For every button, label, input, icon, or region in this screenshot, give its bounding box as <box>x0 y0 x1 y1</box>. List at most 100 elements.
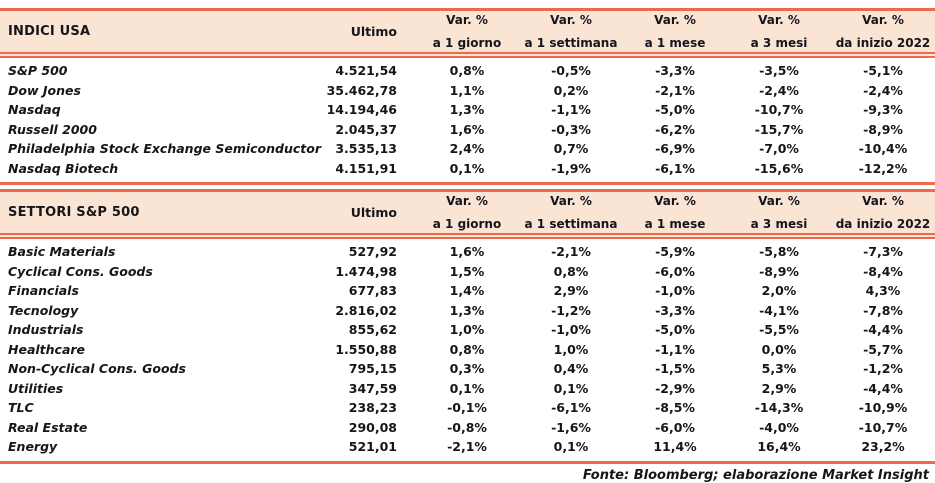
var-pct-value: -2,4% <box>759 82 799 98</box>
var-pct-value: -0,3% <box>551 121 591 137</box>
row-label: Real Estate <box>8 419 88 435</box>
table-row: Real Estate 290,08 -0,8% -1,6% -6,0% -4,0% -10… <box>0 418 935 438</box>
column-header-var-1-settimana: Var. % a 1 settimana <box>519 194 623 232</box>
row-label: Nasdaq Biotech <box>8 160 119 176</box>
table-row: Financials 677,83 1,4% 2,9% -1,0% 2,0% 4,3% <box>0 281 935 301</box>
last-price-value: 1.550,88 <box>335 341 397 357</box>
var-pct-value: -2,9% <box>655 380 695 396</box>
var-pct-value: -7,0% <box>759 141 799 157</box>
var-pct-value: -0,1% <box>447 400 487 416</box>
var-pct-value: -4,0% <box>759 419 799 435</box>
table-row: Utilities 347,59 0,1% 0,1% -2,9% 2,9% -4,4% <box>0 379 935 399</box>
var-pct-value: -4,4% <box>863 322 903 338</box>
column-header-ultimo: Ultimo <box>350 24 397 39</box>
last-price-value: 677,83 <box>348 283 397 299</box>
row-label: TLC <box>8 400 34 416</box>
var-pct-value: -1,5% <box>655 361 695 377</box>
var-pct-value: -6,1% <box>655 160 695 176</box>
var-label: Var. % <box>446 12 488 27</box>
var-pct-value: -0,8% <box>447 419 487 435</box>
var-pct-value: -1,2% <box>863 361 903 377</box>
var-pct-value: -2,4% <box>863 82 903 98</box>
row-label: Energy <box>8 439 58 455</box>
var-pct-value: 0,0% <box>761 341 797 357</box>
last-price-value: 290,08 <box>348 419 397 435</box>
row-label: Tecnology <box>8 302 79 318</box>
period-label: a 1 giorno <box>432 36 502 51</box>
row-label: Utilities <box>8 380 64 396</box>
var-pct-value: -4,4% <box>863 380 903 396</box>
column-header-var-1-giorno: Var. % a 1 giorno <box>415 194 519 232</box>
last-price-value: 14.194,46 <box>326 102 397 118</box>
row-label: Nasdaq <box>8 102 61 118</box>
var-pct-value: -0,5% <box>551 63 591 79</box>
var-pct-value: -6,2% <box>655 121 695 137</box>
row-label: Philadelphia Stock Exchange Semiconducto… <box>8 141 322 157</box>
last-price-value: 4.521,54 <box>335 63 397 79</box>
var-pct-value: 0,1% <box>449 160 485 176</box>
section-settori-sp500: SETTORI S&P 500 Ultimo Var. % a 1 giorno… <box>0 189 935 464</box>
var-label: Var. % <box>550 193 592 208</box>
row-label: S&P 500 <box>8 63 68 79</box>
row-label: Financials <box>8 283 79 299</box>
table-row: Energy 521,01 -2,1% 0,1% 11,4% 16,4% 23,2% <box>0 437 935 457</box>
period-label: a 3 mesi <box>750 217 808 232</box>
table-row: Tecnology 2.816,02 1,3% -1,2% -3,3% -4,1% -7,8… <box>0 301 935 321</box>
var-pct-value: -5,1% <box>863 63 903 79</box>
row-label: Cyclical Cons. Goods <box>8 263 153 279</box>
var-pct-value: 1,6% <box>449 244 485 260</box>
var-pct-value: -5,9% <box>655 244 695 260</box>
period-label: a 1 mese <box>644 36 706 51</box>
period-label: a 1 settimana <box>524 36 618 51</box>
table-row: Cyclical Cons. Goods 1.474,98 1,5% 0,8% -6,0… <box>0 262 935 282</box>
var-pct-value: -1,2% <box>551 302 591 318</box>
row-label: Industrials <box>8 322 84 338</box>
var-pct-value: 0,8% <box>553 263 589 279</box>
section-indici-usa: INDICI USA Ultimo Var. % a 1 giorno Var.… <box>0 8 935 185</box>
var-pct-value: -8,5% <box>655 400 695 416</box>
row-label: Healthcare <box>8 341 86 357</box>
var-pct-value: 1,0% <box>449 322 485 338</box>
var-pct-value: 2,0% <box>761 283 797 299</box>
column-header-var-inizio-2022: Var. % da inizio 2022 <box>831 194 935 232</box>
var-pct-value: -3,5% <box>759 63 799 79</box>
var-pct-value: 4,3% <box>865 283 901 299</box>
last-price-value: 795,15 <box>348 361 397 377</box>
table-row: Russell 2000 2.045,37 1,6% -0,3% -6,2% -15,7%… <box>0 120 935 140</box>
var-pct-value: -10,7% <box>754 102 804 118</box>
var-pct-value: 1,1% <box>449 82 485 98</box>
last-price-value: 238,23 <box>348 400 397 416</box>
table-body-settori: Basic Materials 527,92 1,6% -2,1% -5,9% -5,8%… <box>0 239 935 464</box>
column-header-var-1-mese: Var. % a 1 mese <box>623 194 727 232</box>
last-price-value: 3.535,13 <box>335 141 397 157</box>
var-pct-value: 1,6% <box>449 121 485 137</box>
last-price-value: 347,59 <box>348 380 397 396</box>
section-title: INDICI USA <box>8 24 91 39</box>
var-pct-value: -10,7% <box>858 419 908 435</box>
var-pct-value: -15,7% <box>754 121 804 137</box>
row-label: Non-Cyclical Cons. Goods <box>8 361 186 377</box>
var-pct-value: -4,1% <box>759 302 799 318</box>
var-pct-value: 0,3% <box>449 361 485 377</box>
var-pct-value: -8,4% <box>863 263 903 279</box>
period-label: a 3 mesi <box>750 36 808 51</box>
period-label: a 1 settimana <box>524 217 618 232</box>
table-row: Nasdaq Biotech 4.151,91 0,1% -1,9% -6,1% -15,… <box>0 159 935 179</box>
var-label: Var. % <box>654 12 696 27</box>
column-header-var-1-mese: Var. % a 1 mese <box>623 13 727 51</box>
last-price-value: 35.462,78 <box>326 82 397 98</box>
var-pct-value: 0,1% <box>553 439 589 455</box>
var-pct-value: -1,9% <box>551 160 591 176</box>
var-pct-value: -1,0% <box>655 283 695 299</box>
var-pct-value: -10,9% <box>858 400 908 416</box>
var-pct-value: 1,0% <box>553 341 589 357</box>
period-label: a 1 giorno <box>432 217 502 232</box>
last-price-value: 1.474,98 <box>335 263 397 279</box>
var-pct-value: -7,8% <box>863 302 903 318</box>
var-pct-value: 0,4% <box>553 361 589 377</box>
last-price-value: 2.816,02 <box>335 302 397 318</box>
source-note: Fonte: Bloomberg; elaborazione Market In… <box>582 467 929 483</box>
var-label: Var. % <box>758 193 800 208</box>
table-row: Industrials 855,62 1,0% -1,0% -5,0% -5,5% -4,4… <box>0 320 935 340</box>
